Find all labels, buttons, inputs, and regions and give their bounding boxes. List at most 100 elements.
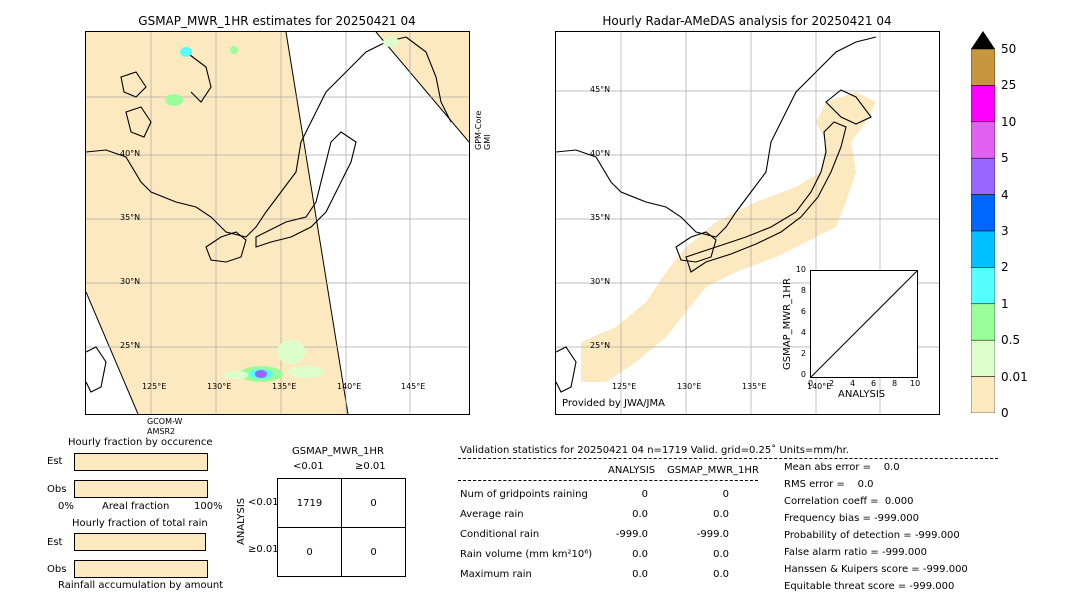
axis-right-label: 100%	[194, 501, 223, 512]
colorbar-label: 50	[1001, 42, 1017, 56]
identity-line	[811, 271, 917, 377]
colorbar-extend-arrow	[971, 31, 995, 49]
est-label: Est	[47, 456, 63, 467]
validation-label: Conditional rain	[460, 529, 540, 540]
validation-header: Validation statistics for 20250421 04 n=…	[460, 445, 849, 456]
total-obs-bar	[74, 560, 208, 578]
validation-analysis: -999.0	[615, 529, 648, 540]
coastline-korea	[205, 231, 247, 263]
right-map-title: Hourly Radar-AMeDAS analysis for 2025042…	[602, 14, 892, 28]
inset-ytick: 4	[800, 328, 806, 337]
lon-label-125: 125°E	[612, 382, 637, 391]
colorbar-label: 5	[1001, 151, 1009, 166]
validation-score: False alarm ratio = -999.000	[784, 547, 927, 558]
total-rain-title: Hourly fraction of total rain	[72, 518, 208, 529]
validation-analysis: 0.0	[632, 509, 648, 520]
left-map: 40°N 35°N 30°N 25°N 125°E 130°E 135°E 14…	[85, 31, 470, 415]
validation-label: Num of gridpoints raining	[460, 489, 588, 500]
lat-label-45: 45°N	[590, 85, 611, 94]
lon-label-130: 130°E	[677, 382, 702, 391]
colorbar-swatch	[971, 230, 995, 268]
inset-ytick: 10	[795, 265, 806, 274]
validation-label: Maximum rain	[460, 569, 532, 580]
coastline-hokkaido	[825, 89, 872, 125]
validation-gsmap: 0	[722, 489, 729, 500]
lon-label-140: 140°E	[337, 382, 362, 391]
satellite-label-gcom: GCOM-W AMSR2	[147, 417, 183, 436]
colorbar-swatch	[971, 121, 995, 159]
colorbar-swatch	[971, 339, 995, 377]
coastline-korea	[675, 231, 717, 263]
occurrence-est-bar	[74, 453, 208, 471]
coastline-japan	[255, 131, 357, 248]
lon-label-140: 140°E	[807, 382, 832, 391]
inset-xtick: 4	[850, 379, 856, 388]
contingency-table: 1719 0 0 0	[277, 478, 406, 577]
validation-label: Rain volume (mm km²10⁶)	[460, 549, 593, 560]
colorbar-label: 25	[1001, 78, 1017, 93]
lon-label-130: 130°E	[207, 382, 232, 391]
colorbar-label: 0.01	[1001, 369, 1028, 384]
validation-score: Correlation coeff = 0.000	[784, 496, 914, 507]
coastline-asia	[556, 36, 877, 238]
validation-score: RMS error = 0.0	[784, 479, 874, 490]
colorbar-swatch	[971, 376, 995, 413]
inset-xtick: 10	[910, 379, 921, 388]
colorbar-label: 4	[1001, 187, 1009, 202]
lat-label-35: 35°N	[120, 213, 141, 222]
axis-left-label: 0%	[58, 501, 74, 512]
lat-label-25: 25°N	[590, 341, 611, 350]
validation-score: Frequency bias = -999.000	[784, 513, 919, 524]
validation-score: Probability of detection = -999.000	[784, 530, 960, 541]
inset-ytick: 2	[800, 349, 806, 358]
colorbar	[971, 31, 995, 413]
colorbar-swatch	[971, 157, 995, 195]
validation-score: Equitable threat score = -999.000	[784, 581, 955, 592]
lon-label-135: 135°E	[272, 382, 297, 391]
colorbar-label: 2	[1001, 260, 1009, 275]
axis-mid-label: Areal fraction	[102, 501, 170, 512]
occurrence-obs-bar	[74, 480, 208, 498]
validation-gsmap: 0.0	[713, 509, 729, 520]
inset-y-ticks: 10 8 6 4 2 0	[779, 265, 809, 380]
contingency-col-header: ≥0.01	[355, 461, 386, 472]
inset-xtick: 6	[871, 379, 877, 388]
est-label: Est	[47, 537, 63, 548]
inset-scatter-plot	[810, 270, 918, 378]
lon-label-135: 135°E	[742, 382, 767, 391]
validation-analysis: 0.0	[632, 569, 648, 580]
colorbar-label: 0.5	[1001, 333, 1021, 348]
occurrence-title: Hourly fraction by occurence	[68, 437, 213, 448]
validation-gsmap: 0.0	[713, 569, 729, 580]
contingency-row-axis: ANALYSIS	[236, 497, 247, 545]
contingency-col-header: <0.01	[293, 461, 324, 472]
contingency-cell: 0	[341, 478, 406, 528]
validation-divider	[458, 458, 998, 459]
contingency-cell: 0	[277, 527, 342, 577]
validation-analysis: 0.0	[632, 549, 648, 560]
validation-gsmap: 0.0	[713, 549, 729, 560]
validation-score: Hanssen & Kuipers score = -999.000	[784, 564, 968, 575]
contingency-cell: 0	[341, 527, 406, 577]
colorbar-swatch	[971, 194, 995, 232]
inset-xtick: 0	[808, 379, 814, 388]
colorbar-label: 1	[1001, 296, 1009, 311]
coastline-asia	[86, 36, 407, 238]
lat-label-25: 25°N	[120, 341, 141, 350]
inset-ytick: 8	[800, 286, 806, 295]
rain-patches	[165, 37, 399, 382]
validation-label: Average rain	[460, 509, 524, 520]
lat-label-30: 30°N	[590, 277, 611, 286]
satellite-label-gpm: GPM-Core GMI	[474, 110, 492, 150]
inset-xtick: 2	[829, 379, 835, 388]
validation-table-divider	[458, 480, 758, 481]
colorbar-label: 3	[1001, 224, 1009, 238]
obs-label: Obs	[47, 564, 67, 575]
inset-xtick: 8	[892, 379, 898, 388]
total-est-bar	[74, 533, 206, 551]
lat-label-30: 30°N	[120, 277, 141, 286]
inset-ytick: 0	[800, 370, 806, 379]
validation-gsmap: -999.0	[696, 529, 729, 540]
left-map-title: GSMAP_MWR_1HR estimates for 20250421 04	[138, 14, 416, 28]
validation-col-gsmap: GSMAP_MWR_1HR	[667, 465, 759, 476]
